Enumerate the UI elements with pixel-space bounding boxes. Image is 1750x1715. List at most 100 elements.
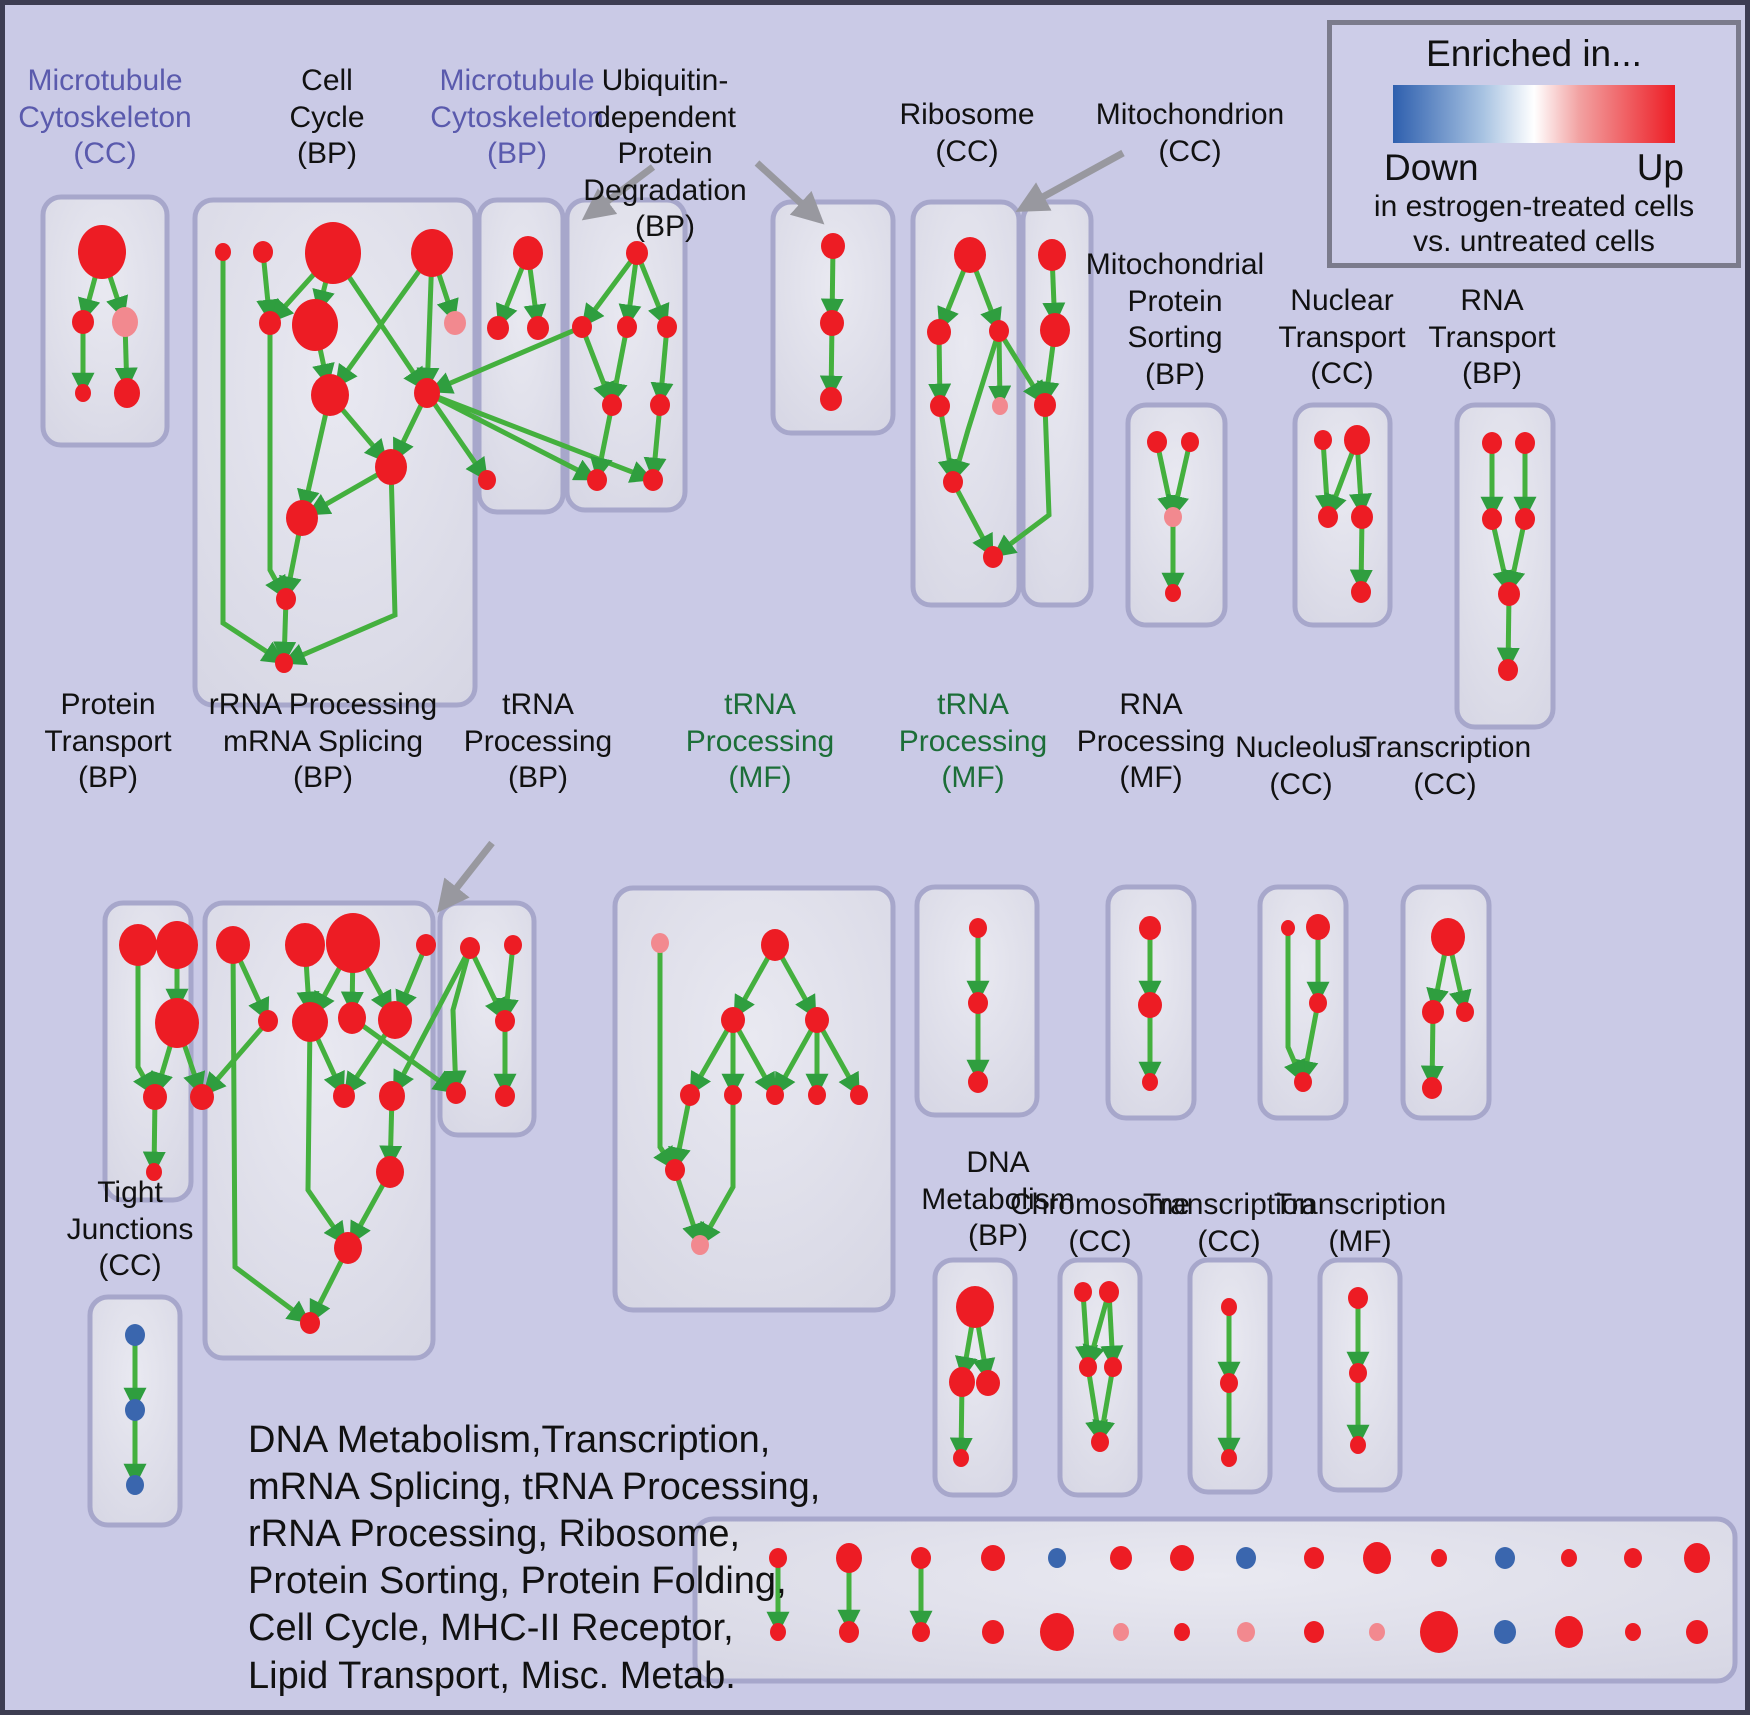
edge-ua2-cc9 (429, 324, 583, 394)
node-cc7 (444, 311, 466, 335)
node-cc8 (311, 374, 349, 416)
node-cc1 (215, 243, 231, 261)
node-mb1 (513, 236, 543, 270)
node-ua8 (643, 469, 663, 491)
legend-up-label: Up (1636, 147, 1684, 188)
node-mb2 (487, 316, 509, 340)
node-d2 (949, 1367, 975, 1397)
node-w1 (460, 937, 480, 959)
node-j1 (1281, 920, 1295, 936)
edge-w1-q11 (393, 946, 473, 1094)
node-ub1 (821, 233, 845, 259)
node-sb2 (839, 1621, 859, 1643)
dna-metab-label: DNA Metabolism (BP) (921, 1146, 1075, 1253)
node-f1 (1348, 1287, 1368, 1309)
node-sb1 (770, 1623, 786, 1641)
node-n3 (1318, 506, 1338, 528)
node-sb7 (1174, 1623, 1190, 1641)
node-cc9 (414, 378, 440, 408)
edge-g1-g10 (653, 943, 676, 1171)
node-w2 (504, 935, 522, 955)
node-st4 (981, 1545, 1005, 1571)
node-cc12 (276, 588, 296, 610)
node-ch3 (1079, 1357, 1097, 1377)
node-sb4 (982, 1620, 1004, 1644)
node-d1 (956, 1286, 994, 1328)
node-r7 (983, 546, 1003, 568)
rrna-box (202, 900, 436, 1361)
node-ua6 (650, 394, 670, 416)
node-l1 (1221, 1298, 1237, 1316)
node-q3 (326, 913, 380, 973)
transcription-cc-2-label: Transcription (CC) (1142, 1188, 1316, 1258)
mc-cc-label: Microtubule Cytoskeleton (CC) (18, 64, 192, 171)
node-ch5 (1091, 1432, 1109, 1452)
node-ch4 (1104, 1357, 1122, 1377)
edge-r3-mt3 (996, 329, 1045, 405)
node-sb5 (1040, 1613, 1074, 1651)
node-g4 (805, 1007, 829, 1033)
node-g8 (808, 1085, 826, 1105)
node-ua1 (626, 241, 648, 265)
node-r5 (992, 397, 1008, 415)
node-g9 (850, 1085, 868, 1105)
node-g7 (766, 1085, 784, 1105)
misc-strip-box (692, 1516, 1738, 1684)
nucleolus-label: Nucleolus (CC) (1235, 731, 1367, 801)
node-q4 (416, 934, 436, 956)
ubiq-a-box (564, 197, 688, 513)
node-st2 (836, 1543, 862, 1573)
node-q1 (216, 926, 250, 964)
node-sb12 (1494, 1620, 1516, 1644)
node-f2 (1349, 1363, 1367, 1383)
edge-cc4-cc8 (334, 251, 435, 389)
nuclear-transport-box (1292, 402, 1393, 628)
node-w5 (495, 1085, 515, 1107)
node-n4 (1351, 505, 1373, 529)
mitochondrion-label: Mitochondrion (CC) (1095, 98, 1285, 168)
node-f3 (1350, 1436, 1366, 1454)
node-t6 (1498, 659, 1518, 681)
legend-endpoints: Down Up (1384, 147, 1684, 189)
node-st11 (1431, 1549, 1447, 1567)
node-i2 (1138, 992, 1162, 1018)
edge-p1-p4 (133, 945, 155, 1096)
node-g10 (665, 1159, 685, 1181)
node-g5 (680, 1084, 700, 1106)
edge-cc1-cc13 (220, 252, 286, 664)
legend-subtitle-1: in estrogen-treated cells (1373, 190, 1695, 223)
node-i1 (1139, 916, 1161, 940)
node-st14 (1624, 1548, 1642, 1568)
node-p1 (119, 924, 157, 966)
node-j3 (1309, 993, 1327, 1013)
node-mcc2 (72, 310, 94, 334)
transcription-cc-label: Transcription (CC) (1358, 731, 1532, 801)
node-n5 (1351, 581, 1371, 603)
legend: Enriched in... Down Up in estrogen-treat… (1327, 20, 1741, 268)
node-q6 (292, 1002, 328, 1042)
node-r6 (943, 471, 963, 493)
node-t1 (1482, 432, 1502, 454)
node-t5 (1498, 582, 1520, 606)
ribosome-label: Ribosome (CC) (899, 98, 1035, 168)
node-sb13 (1555, 1616, 1583, 1648)
rrna-label: rRNA Processing mRNA Splicing (BP) (208, 688, 438, 795)
node-cc13 (275, 653, 293, 673)
edge-ua1-ua2 (581, 251, 640, 328)
node-ub2 (820, 310, 844, 336)
node-sb15 (1686, 1620, 1708, 1644)
edge-r6-r7 (950, 480, 994, 558)
protein-transport-label: Protein Transport (BP) (44, 688, 172, 795)
node-st15 (1684, 1543, 1710, 1573)
node-h1 (969, 918, 987, 938)
chromosome-label: Chromosome (CC) (1009, 1188, 1191, 1258)
cell-cycle-label: Cell Cycle (BP) (289, 64, 365, 171)
node-ua5 (602, 394, 622, 416)
node-r3 (989, 320, 1009, 342)
trna-bp-label: tRNA Processing (BP) (463, 688, 613, 795)
node-j2 (1306, 914, 1330, 940)
node-st9 (1304, 1547, 1324, 1569)
edge-j3-j4 (1295, 1002, 1321, 1084)
tight-junctions-label: Tight Junctions (CC) (66, 1176, 194, 1283)
misc-cluster-caption: DNA Metabolism,Transcription, mRNA Splic… (248, 1419, 821, 1697)
